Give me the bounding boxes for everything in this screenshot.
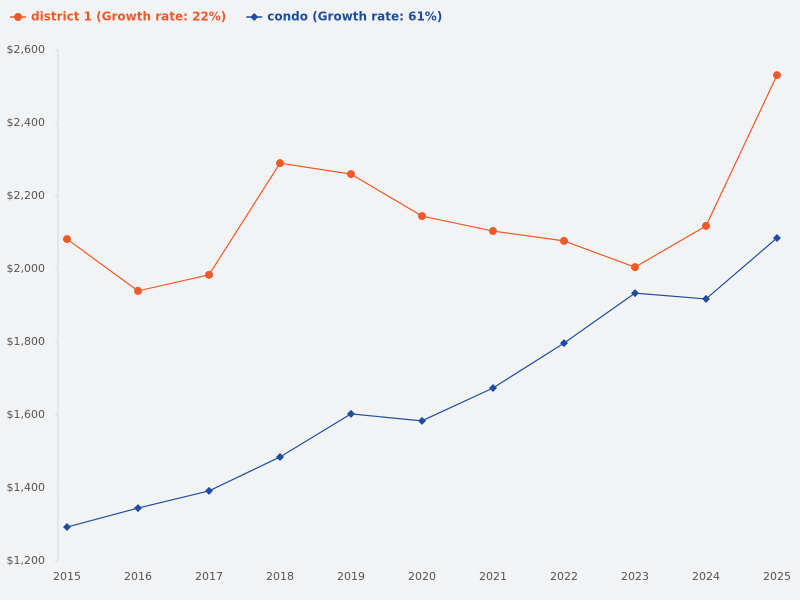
x-tick-label: 2022: [550, 570, 578, 583]
x-tick-label: 2021: [479, 570, 507, 583]
data-point: [631, 289, 639, 298]
legend: condo (Growth rate: 61%): [267, 10, 442, 24]
y-tick-label: $2,200: [7, 189, 46, 202]
y-tick-label: $1,400: [7, 481, 46, 494]
series-line: [66, 237, 778, 528]
data-point: [631, 263, 639, 272]
data-point: [134, 504, 142, 513]
x-tick-label: 2018: [266, 570, 294, 583]
data-point: [773, 71, 781, 80]
y-tick-label: $2,400: [7, 116, 46, 129]
legend-marker: [250, 13, 259, 21]
data-point: [276, 452, 284, 461]
data-point: [63, 235, 71, 244]
data-point: [489, 227, 497, 236]
data-point: [134, 286, 142, 295]
y-tick-label: $1,800: [7, 335, 46, 348]
data-point: [702, 221, 710, 230]
x-tick-label: 2025: [763, 570, 791, 583]
data-point: [560, 339, 568, 348]
x-tick-label: 2017: [195, 570, 223, 583]
legend: district 1 (Growth rate: 22%): [31, 10, 226, 24]
data-point: [418, 212, 426, 221]
data-point: [489, 383, 497, 392]
data-point: [702, 294, 710, 303]
data-point: [773, 233, 781, 242]
data-point: [347, 409, 355, 418]
x-tick-label: 2019: [337, 570, 365, 583]
y-tick-label: $1,200: [7, 554, 46, 567]
x-tick-label: 2015: [53, 570, 81, 583]
data-point: [205, 270, 213, 279]
data-point: [347, 170, 355, 179]
y-tick-label: $1,600: [7, 408, 46, 421]
data-point: [418, 416, 426, 425]
y-tick-label: $2,600: [7, 43, 46, 56]
data-point: [205, 486, 213, 495]
x-tick-label: 2023: [621, 570, 649, 583]
x-tick-label: 2016: [124, 570, 152, 583]
series-line: [66, 74, 778, 292]
x-tick-label: 2024: [692, 570, 720, 583]
data-point: [560, 236, 568, 245]
data-point: [276, 159, 284, 168]
x-tick-label: 2020: [408, 570, 436, 583]
legend-marker: [14, 13, 22, 21]
data-point: [63, 523, 71, 532]
y-tick-label: $2,000: [7, 262, 46, 275]
